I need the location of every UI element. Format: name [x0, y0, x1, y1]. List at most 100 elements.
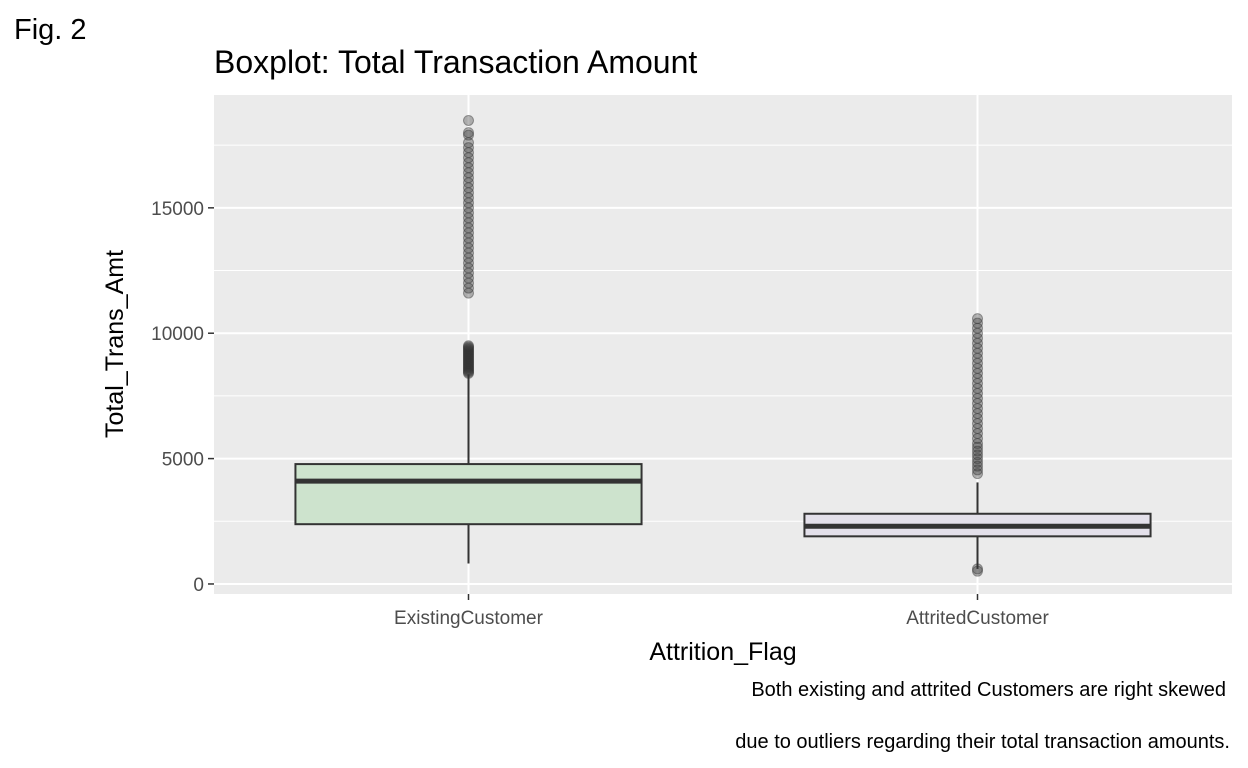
outlier-point [463, 177, 474, 189]
outlier-point [463, 182, 474, 194]
outlier-point [463, 129, 474, 141]
outlier-point [972, 449, 983, 461]
outlier-point [972, 453, 983, 465]
boxes [294, 114, 1152, 577]
outlier-point [463, 347, 474, 359]
outlier-point [463, 242, 474, 254]
outlier-point [463, 272, 474, 284]
outlier-point [972, 327, 983, 339]
outlier-point [463, 277, 474, 289]
outlier-point [972, 372, 983, 384]
outlier-point [463, 355, 474, 367]
outlier-point [972, 367, 983, 379]
outlier-point [463, 137, 474, 149]
outlier-point [463, 287, 474, 299]
outlier-point [972, 423, 983, 435]
outlier-point [463, 365, 474, 377]
outlier-point [972, 317, 983, 329]
outlier-point [463, 192, 474, 204]
outlier-point [463, 345, 474, 357]
outlier-point [463, 282, 474, 294]
outlier-point [972, 382, 983, 394]
outlier-point [463, 362, 474, 374]
outlier-point [972, 563, 983, 575]
outlier-point [972, 433, 983, 445]
outlier-point [463, 127, 474, 139]
outlier-point [972, 441, 983, 453]
outlier-point [972, 438, 983, 450]
outlier-point [463, 237, 474, 249]
outlier-point [972, 456, 983, 468]
outlier-point [463, 351, 474, 363]
outlier-point [463, 354, 474, 366]
outlier-point [463, 157, 474, 169]
outlier-point [463, 366, 474, 378]
outlier-point [463, 342, 474, 354]
outlier-point [463, 114, 474, 126]
y-tick-label: 10000 [151, 324, 204, 345]
outlier-point [463, 346, 474, 358]
outlier-point [972, 322, 983, 334]
x-tick-label: AttritedCustomer [906, 608, 1049, 629]
outlier-point [463, 341, 474, 353]
x-axis-title: Attrition_Flag [649, 638, 796, 666]
y-tick-label: 5000 [162, 450, 204, 471]
outlier-point [972, 412, 983, 424]
outlier-point [972, 428, 983, 440]
outlier-point [463, 227, 474, 239]
outlier-point [972, 357, 983, 369]
axes: 0 5000 10000 15000 ExistingCustomer AttritedC… [151, 199, 1049, 629]
outlier-point [972, 352, 983, 364]
y-tick-label: 15000 [151, 199, 204, 220]
outlier-point [463, 147, 474, 159]
outlier-point [463, 207, 474, 219]
outlier-point [463, 262, 474, 274]
outlier-point [463, 349, 474, 361]
outlier-point [463, 267, 474, 279]
outlier-point [972, 407, 983, 419]
outlier-point [972, 468, 983, 480]
outlier-point [463, 197, 474, 209]
outlier-point [972, 387, 983, 399]
x-tick-label: ExistingCustomer [394, 608, 544, 629]
outlier-point [463, 212, 474, 224]
outlier-point [463, 344, 474, 356]
outlier-point [463, 359, 474, 371]
outlier-point [463, 340, 474, 352]
outlier-point [972, 362, 983, 374]
grid-lines [214, 95, 1232, 594]
outlier-point [463, 367, 474, 379]
outlier-point [463, 352, 474, 364]
outlier-point [972, 392, 983, 404]
outlier-point [972, 332, 983, 344]
iqr-box [294, 463, 643, 526]
chart-title: Boxplot: Total Transaction Amount [214, 44, 698, 80]
outlier-point [972, 337, 983, 349]
outlier-point [463, 222, 474, 234]
outlier-point [463, 167, 474, 179]
outlier-point [463, 360, 474, 372]
outlier-point [972, 313, 983, 325]
outlier-point [972, 377, 983, 389]
outlier-point [463, 357, 474, 369]
outlier-point [463, 172, 474, 184]
outlier-point [972, 417, 983, 429]
outlier-point [972, 445, 983, 457]
outlier-point [463, 142, 474, 154]
outlier-point [972, 397, 983, 409]
outlier-point [972, 402, 983, 414]
outlier-point [972, 460, 983, 472]
outlier-point [463, 350, 474, 362]
caption-line-1: Both existing and attrited Customers are… [751, 679, 1226, 701]
outlier-point [972, 342, 983, 354]
figure-label: Fig. 2 [14, 14, 87, 46]
outlier-point [463, 247, 474, 259]
outlier-point [463, 356, 474, 368]
outlier-point [463, 152, 474, 164]
outlier-point [972, 347, 983, 359]
caption-line-2: due to outliers regarding their total tr… [735, 731, 1230, 753]
y-tick-label: 0 [193, 575, 204, 596]
outlier-point [463, 361, 474, 373]
outlier-point [972, 565, 983, 577]
